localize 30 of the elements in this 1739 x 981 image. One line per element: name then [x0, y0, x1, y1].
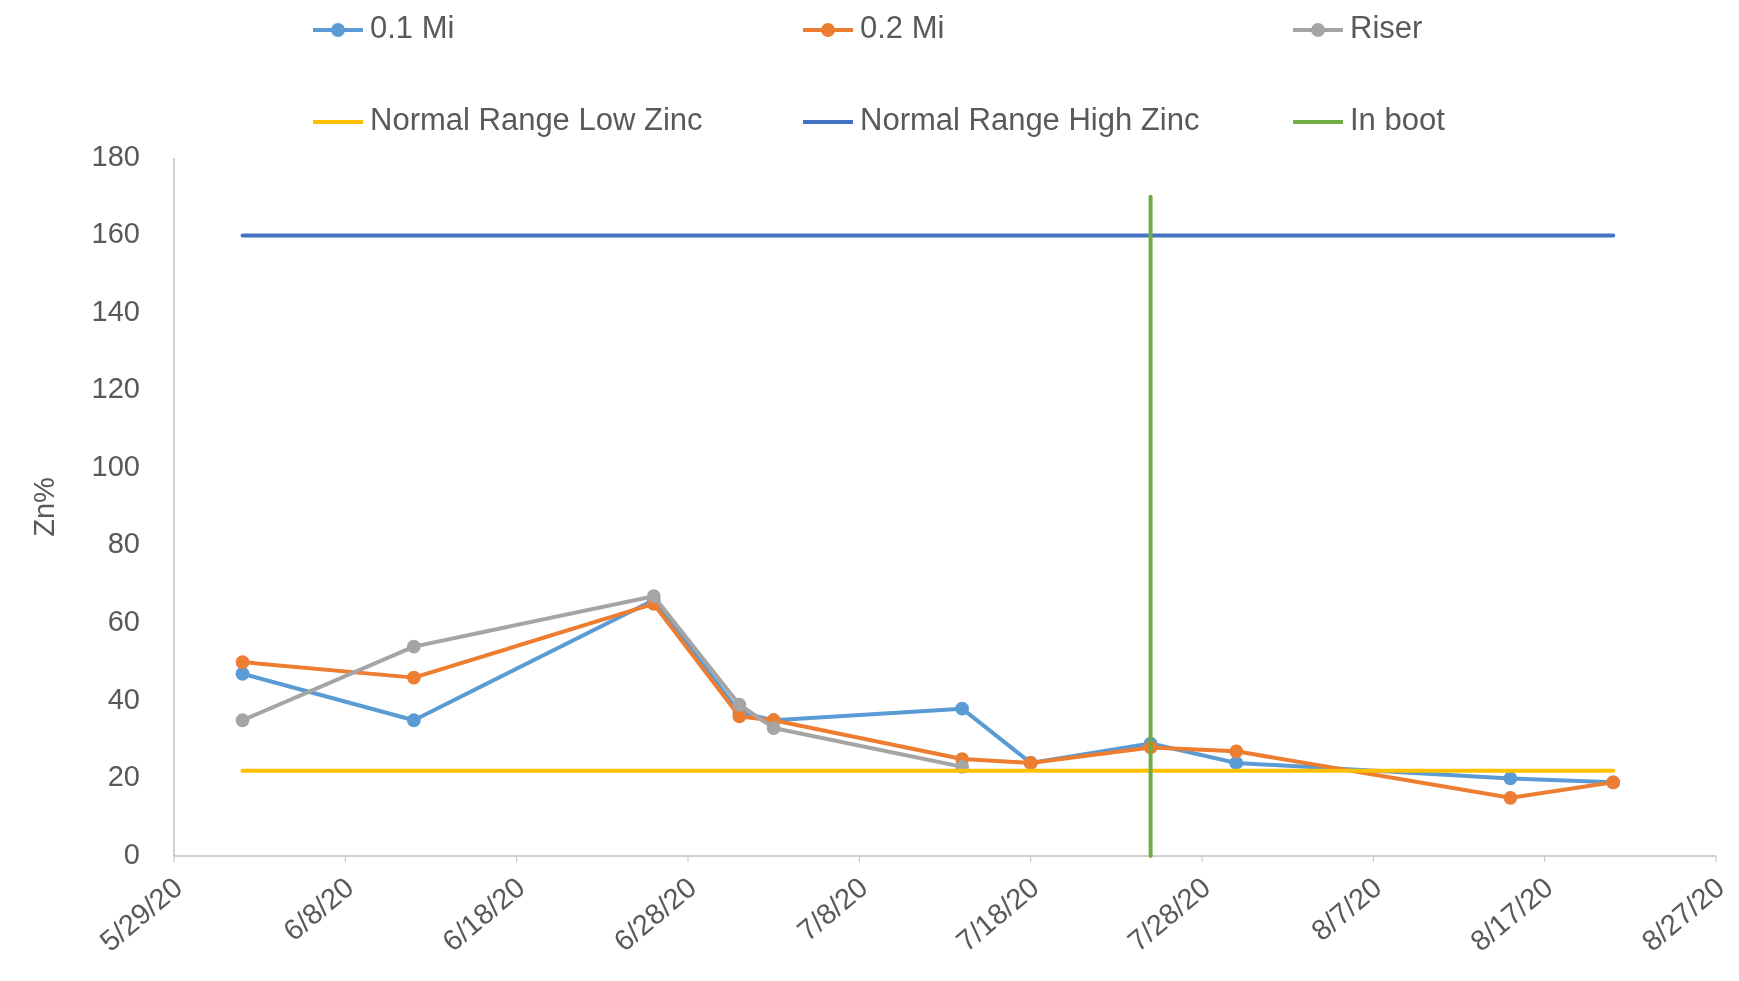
legend-label: 0.2 Mi: [860, 10, 945, 46]
y-tick-label: 180: [91, 139, 140, 172]
legend-label: Normal Range High Zinc: [860, 102, 1200, 138]
point: [1503, 771, 1518, 786]
point: [406, 713, 421, 728]
point: [235, 655, 250, 670]
point: [766, 721, 781, 735]
y-axis-title: Zn%: [27, 477, 60, 537]
point: [1229, 744, 1244, 759]
point: [646, 589, 661, 604]
y-tick-label: 80: [107, 527, 140, 560]
legend-label: 0.1 Mi: [370, 10, 455, 46]
y-tick-label: 160: [91, 217, 140, 250]
legend-label: Normal Range Low Zinc: [370, 102, 703, 138]
point: [406, 670, 421, 685]
legend-label: Riser: [1350, 10, 1423, 46]
y-tick-label: 140: [91, 294, 140, 327]
point: [732, 697, 747, 712]
y-tick-label: 120: [91, 372, 140, 405]
legend-label: In boot: [1350, 102, 1446, 138]
point: [955, 701, 970, 716]
point: [1503, 790, 1518, 805]
point: [732, 709, 747, 724]
point: [406, 639, 421, 654]
y-tick-label: 60: [107, 604, 140, 637]
y-tick-label: 20: [107, 760, 140, 793]
y-tick-label: 100: [91, 449, 140, 482]
point: [235, 713, 250, 728]
y-tick-label: 0: [123, 837, 140, 870]
y-tick-label: 40: [107, 682, 140, 715]
